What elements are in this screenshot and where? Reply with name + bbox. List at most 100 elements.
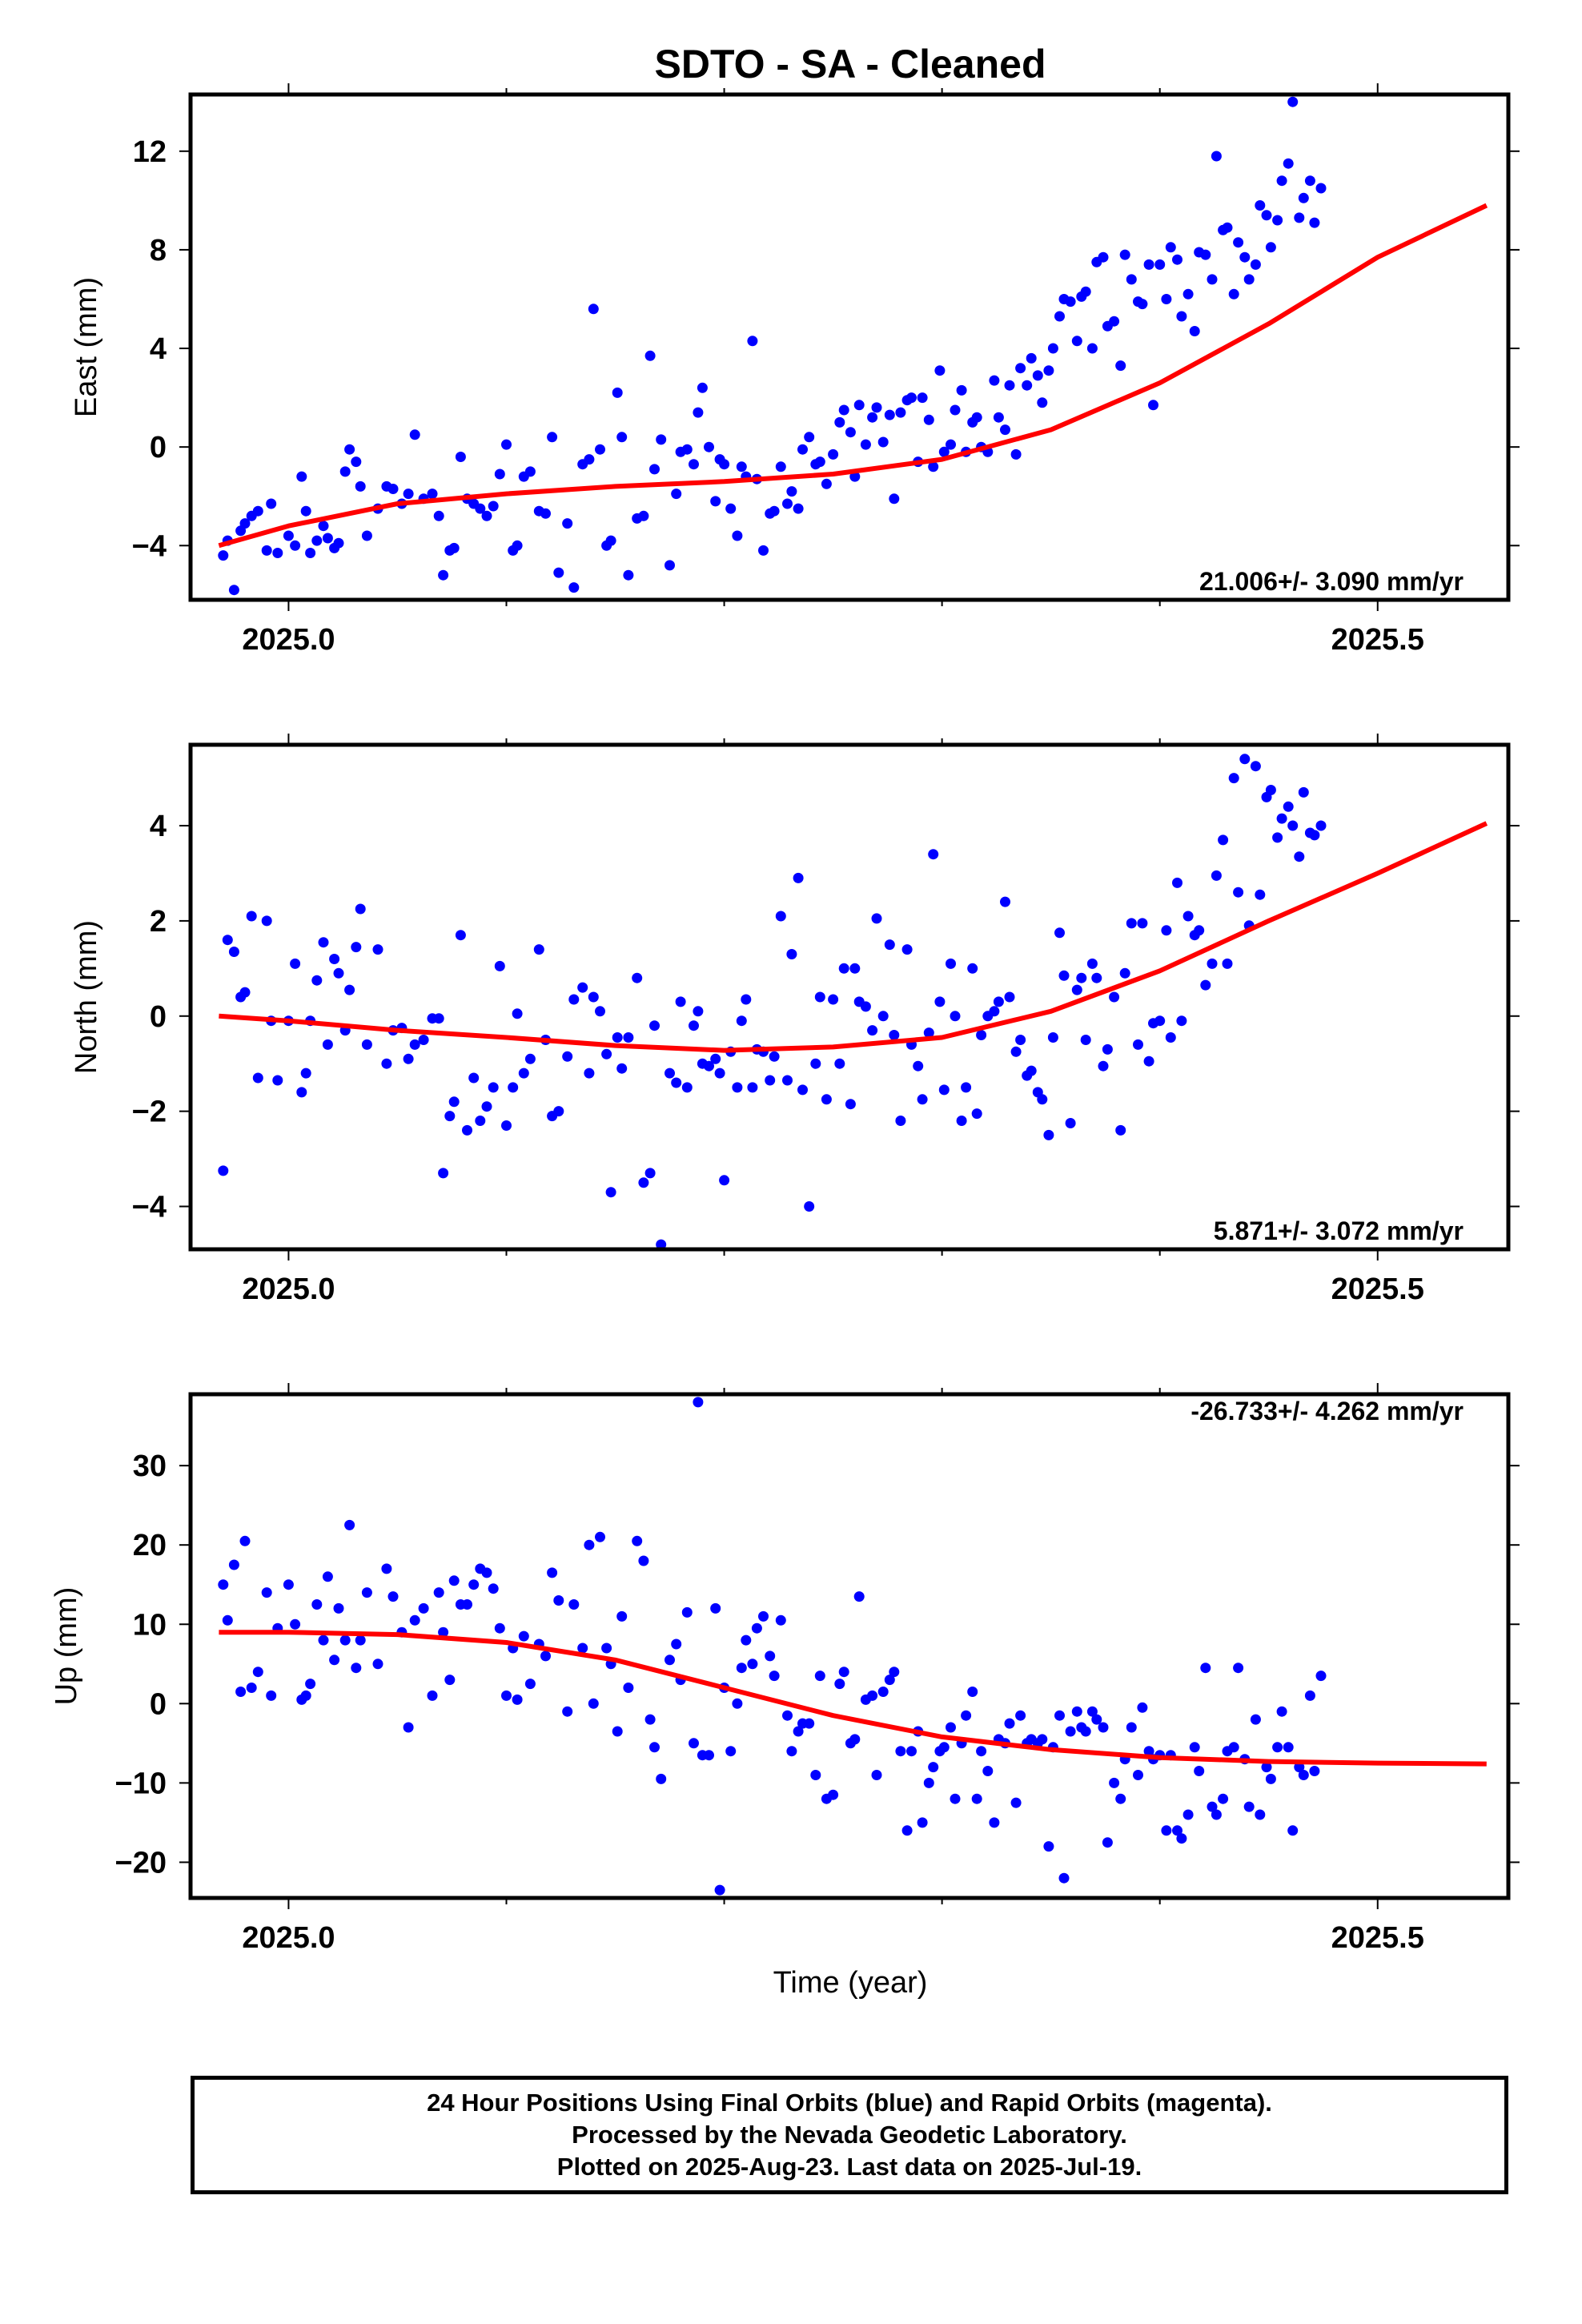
- east-data-point: [438, 569, 449, 581]
- up-data-point: [1080, 1726, 1091, 1737]
- north-data-point: [821, 1094, 832, 1105]
- up-data-point: [246, 1683, 257, 1693]
- up-data-point: [387, 1591, 399, 1602]
- east-data-point: [512, 540, 523, 551]
- up-data-point: [524, 1679, 536, 1690]
- north-x-tick-label: 2025.5: [1331, 1273, 1424, 1306]
- north-data-point: [518, 1068, 529, 1079]
- north-data-point: [934, 996, 946, 1007]
- up-data-point: [494, 1622, 505, 1634]
- up-data-point: [540, 1651, 551, 1662]
- up-data-point: [976, 1746, 987, 1757]
- north-data-point: [1058, 970, 1070, 981]
- up-data-point: [623, 1683, 634, 1693]
- up-data-point: [1058, 1872, 1070, 1884]
- up-data-point: [1172, 1825, 1182, 1836]
- north-data-point: [976, 1030, 987, 1040]
- east-data-point: [1086, 343, 1098, 354]
- east-data-point: [993, 412, 1004, 423]
- up-data-point: [838, 1667, 849, 1678]
- north-data-point: [871, 913, 882, 924]
- north-data-point: [418, 1035, 429, 1045]
- north-data-point: [228, 947, 239, 957]
- up-data-point: [462, 1599, 472, 1610]
- up-data-point: [917, 1817, 928, 1828]
- up-data-point: [1010, 1797, 1022, 1808]
- up-data-point: [638, 1555, 649, 1566]
- up-data-point: [427, 1690, 438, 1701]
- east-data-point: [568, 582, 580, 593]
- north-data-point: [272, 1075, 283, 1086]
- up-data-point: [1207, 1801, 1218, 1812]
- up-data-point: [1182, 1809, 1194, 1820]
- up-data-point: [1065, 1726, 1076, 1737]
- east-data-point: [612, 387, 623, 398]
- north-data-point: [1109, 991, 1120, 1003]
- up-data-point: [989, 1817, 1000, 1828]
- east-data-point: [693, 407, 704, 418]
- north-data-point: [311, 975, 323, 986]
- north-data-point: [612, 1032, 623, 1043]
- north-data-point: [481, 1101, 492, 1112]
- north-data-point: [1298, 786, 1309, 798]
- north-data-point: [689, 1020, 699, 1031]
- east-data-point: [797, 444, 808, 455]
- up-data-point: [261, 1587, 272, 1598]
- up-data-point: [1133, 1770, 1143, 1780]
- up-data-point: [1315, 1671, 1327, 1682]
- east-data-point: [616, 432, 628, 443]
- east-data-point: [871, 402, 882, 413]
- east-data-point: [644, 350, 656, 361]
- east-data-point: [562, 518, 573, 529]
- north-data-point: [946, 958, 956, 969]
- east-data-point: [1315, 183, 1327, 194]
- north-data-point: [1283, 801, 1294, 812]
- north-y-tick-label: −4: [132, 1191, 167, 1224]
- up-data-point: [584, 1539, 595, 1550]
- up-data-point: [290, 1618, 301, 1630]
- north-data-point: [252, 1072, 263, 1084]
- north-data-point: [261, 915, 272, 927]
- east-data-point: [1137, 299, 1148, 310]
- up-data-point: [444, 1675, 456, 1686]
- east-data-point: [261, 545, 272, 556]
- north-data-point: [1218, 834, 1229, 846]
- east-data-point: [884, 409, 895, 420]
- east-data-point: [1228, 288, 1239, 300]
- north-data-point: [1154, 1015, 1166, 1027]
- north-data-point: [1239, 754, 1251, 765]
- north-plot-frame: [188, 742, 1511, 1252]
- east-data-point: [266, 498, 277, 509]
- east-x-tick-label: 2025.5: [1331, 623, 1424, 657]
- up-data-point: [1211, 1809, 1222, 1820]
- east-data-point: [501, 439, 512, 450]
- north-data-point: [838, 963, 849, 974]
- east-data-point: [1189, 326, 1200, 336]
- north-data-point: [1165, 1032, 1176, 1043]
- north-data-point: [1015, 1035, 1026, 1045]
- east-data-point: [488, 501, 499, 512]
- north-data-point: [741, 994, 752, 1005]
- east-data-point: [623, 569, 634, 581]
- up-data-point: [1255, 1809, 1266, 1820]
- up-data-point: [782, 1710, 793, 1721]
- east-data-point: [1176, 311, 1187, 322]
- up-data-point: [1043, 1841, 1054, 1852]
- east-data-point: [1080, 286, 1091, 297]
- east-data-point: [938, 446, 950, 457]
- up-data-point: [318, 1634, 329, 1646]
- up-data-point: [649, 1742, 660, 1753]
- north-data-point: [710, 1053, 721, 1064]
- north-data-point: [1043, 1129, 1054, 1140]
- north-data-point: [950, 1011, 961, 1022]
- north-data-point: [1294, 851, 1305, 862]
- east-data-point: [747, 336, 758, 347]
- east-data-point: [697, 382, 708, 393]
- north-data-point: [719, 1175, 730, 1186]
- north-data-point: [344, 984, 355, 995]
- up-data-point: [512, 1694, 523, 1705]
- north-data-point: [1222, 958, 1233, 969]
- up-data-point: [895, 1746, 906, 1757]
- north-data-point: [895, 1116, 906, 1126]
- north-data-point: [1143, 1055, 1154, 1067]
